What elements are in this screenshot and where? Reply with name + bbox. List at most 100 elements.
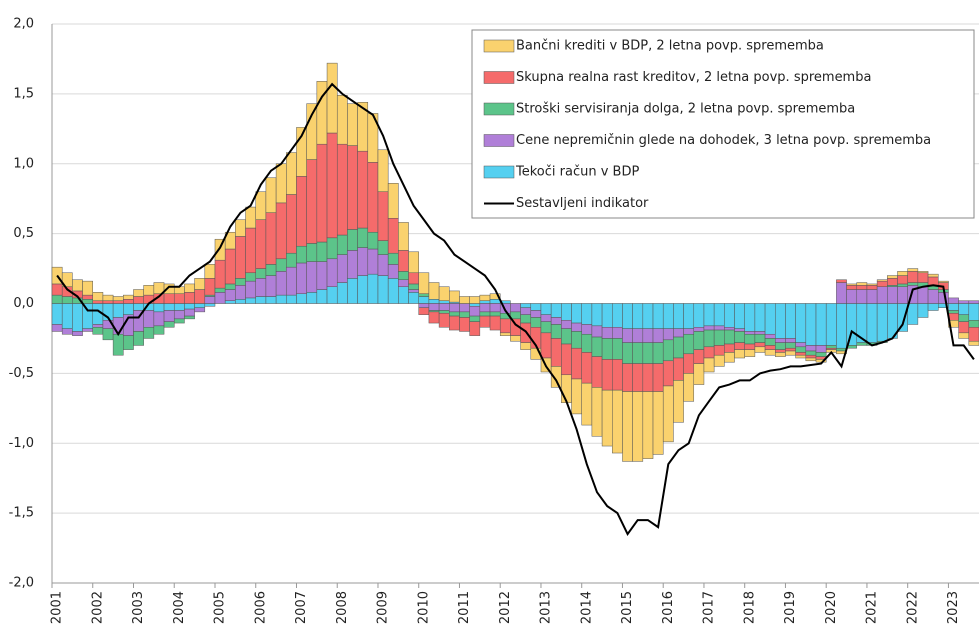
bar — [917, 303, 929, 318]
bar — [224, 289, 236, 301]
bar — [815, 303, 827, 346]
bar — [123, 335, 134, 350]
legend-label: Stroški servisiranja dolga, 2 letna povp… — [516, 102, 855, 117]
bar — [805, 354, 817, 359]
bar — [693, 303, 705, 328]
bar — [82, 303, 93, 329]
bar — [112, 333, 124, 356]
bar — [153, 325, 165, 335]
bar — [306, 103, 318, 160]
bar — [703, 329, 715, 348]
legend-swatch — [483, 39, 515, 53]
bar — [683, 373, 695, 402]
bar — [581, 352, 593, 384]
bar — [82, 280, 93, 296]
bar — [326, 286, 338, 304]
bar — [571, 322, 582, 332]
bar — [184, 292, 195, 304]
bar — [540, 303, 552, 315]
bar — [673, 357, 684, 381]
bar — [163, 310, 175, 322]
legend-swatch — [483, 165, 515, 179]
bar — [418, 272, 430, 294]
bar — [336, 143, 348, 236]
bar — [785, 303, 796, 339]
bar — [316, 241, 328, 262]
bar — [958, 321, 970, 334]
legend: Bančni krediti v BDP, 2 letna povp. spre… — [471, 29, 975, 219]
bar — [367, 231, 379, 250]
bar — [550, 303, 562, 318]
bar — [795, 303, 807, 343]
bar — [245, 206, 256, 229]
legend-swatch — [483, 71, 515, 84]
bar — [734, 342, 745, 350]
bar — [367, 273, 379, 304]
bar — [795, 346, 807, 353]
bar — [387, 264, 399, 279]
y-tick-label: 2,0 — [13, 17, 34, 32]
legend-label: Bančni krediti v BDP, 2 letna povp. spre… — [516, 39, 824, 54]
bar — [571, 347, 582, 380]
bar — [713, 345, 725, 356]
bar — [958, 300, 970, 304]
bar — [642, 303, 654, 329]
bar — [673, 328, 684, 338]
bar — [72, 279, 83, 292]
bar — [133, 289, 144, 297]
bar — [571, 331, 582, 349]
bar — [194, 289, 206, 304]
bar — [591, 356, 603, 388]
bar — [897, 283, 908, 287]
bar — [214, 292, 226, 304]
legend-label: Tekoči račun v BDP — [515, 165, 639, 180]
bar — [438, 313, 450, 328]
bar — [489, 303, 501, 313]
bar — [510, 303, 521, 313]
bar — [601, 359, 613, 391]
bar — [876, 303, 888, 342]
bar — [927, 289, 939, 304]
bar — [958, 303, 970, 315]
bar — [194, 278, 206, 290]
bar — [387, 278, 399, 304]
bar — [286, 152, 297, 195]
bar — [795, 342, 807, 348]
bar — [775, 342, 786, 350]
bar — [143, 285, 155, 296]
bar — [846, 283, 858, 286]
bar — [418, 307, 430, 315]
bar — [662, 328, 674, 341]
x-tick-label: 2005 — [213, 591, 228, 624]
bar — [184, 283, 195, 293]
bar — [499, 332, 511, 336]
bar — [347, 145, 358, 230]
bar — [948, 303, 959, 311]
bar — [520, 342, 532, 350]
bar — [622, 303, 633, 329]
bar — [428, 282, 440, 300]
bar — [968, 340, 979, 346]
bar — [398, 271, 409, 280]
bar — [815, 345, 827, 353]
bar — [856, 285, 868, 290]
bar — [306, 243, 318, 262]
bar — [612, 389, 623, 454]
y-tick-label: 0,5 — [13, 226, 34, 241]
bar — [377, 275, 389, 304]
bar — [550, 338, 562, 367]
bar — [897, 275, 908, 285]
bar — [438, 310, 450, 314]
bar — [520, 307, 532, 315]
bar — [173, 286, 185, 294]
bar — [887, 275, 898, 279]
x-tick-label: 2006 — [253, 591, 268, 624]
bar — [184, 315, 195, 320]
bar — [428, 311, 440, 324]
bar — [428, 299, 440, 304]
bar — [92, 292, 104, 301]
bar — [296, 293, 307, 304]
bar — [662, 385, 674, 443]
bar — [306, 292, 318, 304]
bar — [652, 303, 664, 329]
